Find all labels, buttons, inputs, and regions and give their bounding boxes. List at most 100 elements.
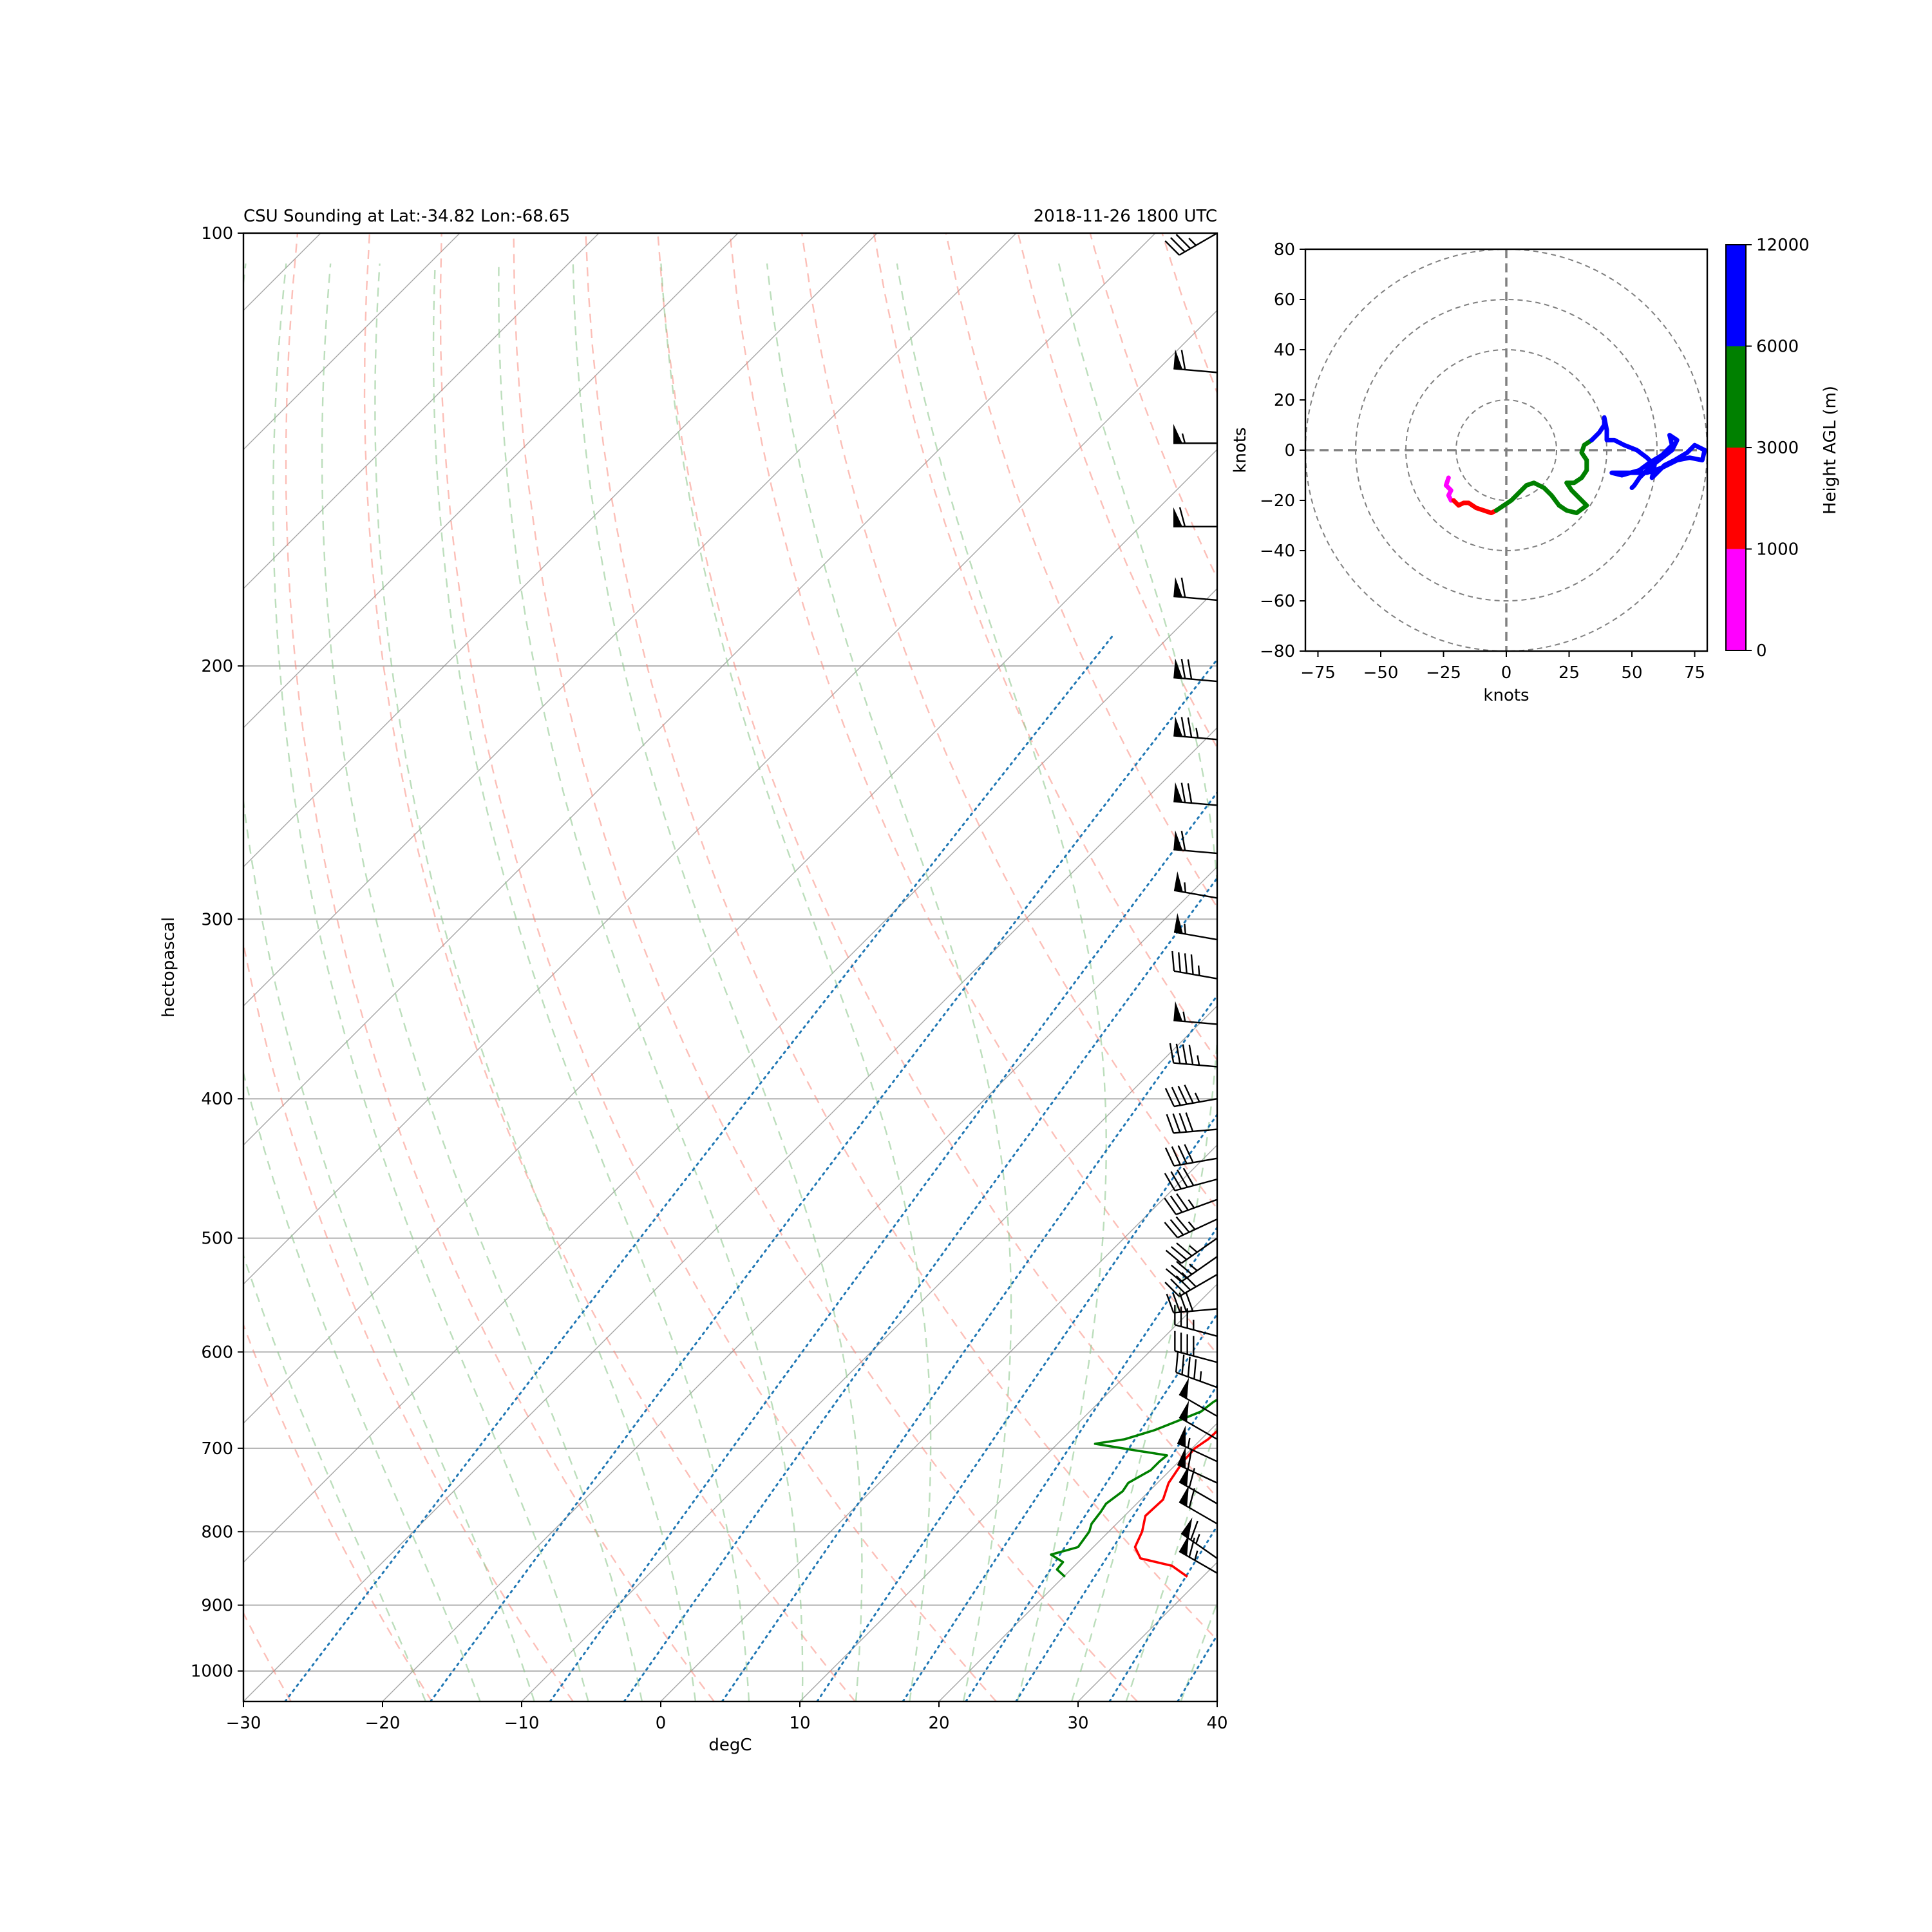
dry-adiabat-line: [800, 233, 1217, 1210]
colorbar-ticks: 0 1000 3000 6000 12000: [1746, 236, 1810, 661]
y-tick-label: 600: [201, 1343, 233, 1362]
skewt-title-left: CSU Sounding at Lat:-34.82 Lon:-68.65: [243, 207, 570, 226]
isotherm-line: [243, 310, 1217, 1285]
hodograph-segment: [1589, 415, 1707, 490]
wind-barb: [1173, 577, 1218, 601]
isotherm-line: [243, 233, 600, 589]
isotherm-line: [243, 727, 1217, 1701]
colorbar-segment: [1726, 245, 1746, 346]
hodograph-segment: [1451, 498, 1499, 515]
colorbar-tick-label: 12000: [1756, 236, 1810, 255]
wind-barbs: [1164, 232, 1218, 1574]
moist-adiabat-line: [1125, 1421, 1217, 1701]
moist-adiabat-line: [374, 263, 697, 1701]
wind-barb: [1173, 830, 1218, 855]
isotherm-line: [0, 233, 43, 1701]
moist-adiabat-line: [498, 263, 804, 1701]
skewt-reference-lines: [0, 233, 1217, 1701]
mixing-ratio-line: [721, 994, 1217, 1701]
isotherm-line: [382, 866, 1217, 1701]
mixing-ratio-line: [549, 791, 1217, 1701]
x-tick-label: −10: [504, 1714, 540, 1733]
y-tick-label: 400: [201, 1090, 233, 1109]
colorbar-segment: [1726, 448, 1746, 549]
moist-adiabat-line: [1057, 263, 1217, 1701]
hodo-y-tick-label: −20: [1260, 491, 1295, 511]
hodo-y-tick-label: 20: [1274, 391, 1295, 410]
moist-adiabat-line: [896, 263, 1108, 1701]
isotherm-line: [243, 449, 1217, 1424]
mixing-ratio-line: [623, 876, 1217, 1701]
wind-barb: [1164, 1084, 1218, 1108]
y-tick-label: 700: [201, 1439, 233, 1459]
colorbar-tick-label: 1000: [1756, 540, 1799, 560]
moist-adiabat-line: [243, 263, 535, 1701]
mixing-ratio-line: [816, 1113, 1217, 1701]
wind-barb: [1164, 1144, 1218, 1167]
wind-barb: [1173, 782, 1218, 806]
wind-barb: [1164, 232, 1218, 256]
wind-barb: [1173, 507, 1217, 527]
moist-adiabat-line: [321, 263, 643, 1701]
wind-barb: [1171, 951, 1218, 980]
mixing-ratio-line: [284, 632, 1115, 1701]
hodo-y-tick-label: 80: [1274, 240, 1295, 260]
wind-barb: [1173, 1001, 1218, 1025]
wind-barb: [1164, 1272, 1218, 1298]
wind-barb: [1179, 1485, 1218, 1525]
colorbar-tick-label: 0: [1756, 641, 1767, 661]
dewpoint-profile: [1050, 1398, 1217, 1578]
hodograph-y-ticks: −80 −60 −40 −20 0 20 40 60 80: [1260, 240, 1305, 661]
hodo-x-tick-label: −25: [1426, 663, 1461, 683]
moist-adiabat-line: [243, 1253, 426, 1701]
skewt-y-axis-label: hectopascal: [159, 917, 178, 1018]
hodograph-x-ticks: −75 −50 −25 0 25 50 75: [1300, 651, 1705, 683]
moist-adiabat-line: [1180, 1600, 1217, 1701]
isotherm-line: [243, 233, 739, 728]
skewt-profiles: [1050, 1398, 1217, 1578]
isotherm-line: [660, 1144, 1217, 1701]
height-colorbar: [1725, 244, 1747, 651]
x-tick-label: 30: [1067, 1714, 1088, 1733]
wind-barb: [1165, 1237, 1218, 1264]
dry-adiabat-line: [585, 233, 1217, 1642]
skewt-x-axis-label: degC: [708, 1736, 752, 1755]
isotherm-line: [243, 588, 1217, 1563]
mixing-ratio-line: [1177, 1633, 1217, 1701]
colorbar-segment: [1726, 549, 1746, 650]
dry-adiabat-line: [285, 233, 715, 1701]
y-tick-label: 900: [201, 1596, 233, 1616]
mixing-ratio-line: [965, 1312, 1217, 1701]
wind-barb: [1164, 1168, 1218, 1191]
x-tick-label: 10: [789, 1714, 810, 1733]
skewt-y-ticks: 100 200 300 400 500 600 700 800 900 1000: [191, 224, 243, 1681]
isotherm-line: [243, 233, 1017, 1007]
wind-barb: [1166, 1112, 1218, 1134]
wind-barb: [1164, 1193, 1218, 1215]
y-tick-label: 300: [201, 910, 233, 929]
hodograph-x-axis-label: knots: [1483, 686, 1529, 705]
hodo-y-tick-label: 40: [1274, 341, 1295, 360]
isotherm-line: [243, 233, 1156, 1146]
isotherm-line: [521, 1005, 1217, 1701]
skewt-frame: [242, 232, 1218, 1703]
wind-barb: [1173, 716, 1218, 741]
moist-adiabat-line: [243, 1070, 481, 1701]
wind-barb: [1169, 1043, 1218, 1068]
hodograph-trace: [1443, 415, 1707, 515]
hodo-x-tick-label: 75: [1684, 663, 1705, 683]
y-tick-label: 800: [201, 1522, 233, 1542]
mixing-ratio-line: [902, 1226, 1217, 1701]
hodograph-y-axis-label: knots: [1231, 427, 1250, 473]
hodo-y-tick-label: −80: [1260, 642, 1295, 661]
x-tick-label: 40: [1206, 1714, 1227, 1733]
hodo-x-tick-label: 0: [1501, 663, 1512, 683]
hodo-y-tick-label: −40: [1260, 542, 1295, 561]
wind-barb: [1165, 1256, 1218, 1283]
wind-barb: [1179, 1534, 1218, 1574]
wind-barb: [1179, 1378, 1218, 1417]
temperature-profile: [1133, 1429, 1217, 1578]
moist-adiabat-line: [432, 263, 750, 1701]
wind-barb: [1173, 913, 1218, 941]
dry-adiabat-line: [363, 233, 856, 1701]
